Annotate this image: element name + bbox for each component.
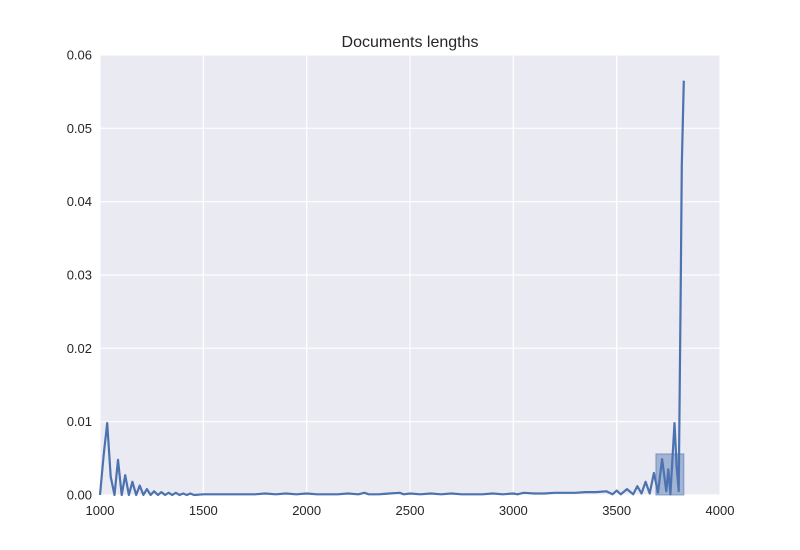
y-tick-label: 0.02 — [67, 341, 92, 356]
x-tick-label: 2500 — [396, 503, 425, 518]
x-tick-label: 1000 — [86, 503, 115, 518]
kde-line — [98, 80, 685, 497]
y-tick-label: 0.04 — [67, 194, 92, 209]
x-tick-label: 1500 — [189, 503, 218, 518]
y-tick-label: 0.01 — [67, 414, 92, 429]
x-tick-label: 3500 — [602, 503, 631, 518]
y-tick-label: 0.05 — [67, 121, 92, 136]
x-tick-label: 2000 — [292, 503, 321, 518]
series-lines — [98, 80, 685, 497]
x-tick-labels: 1000 1500 2000 2500 3000 3500 4000 — [86, 503, 735, 518]
y-tick-label: 0.03 — [67, 268, 92, 283]
y-tick-label: 0.00 — [67, 488, 92, 503]
x-tick-label: 4000 — [706, 503, 735, 518]
y-tick-label: 0.06 — [67, 48, 92, 63]
chart-title: Documents lengths — [342, 34, 479, 51]
x-tick-label: 3000 — [499, 503, 528, 518]
y-tick-labels: 0.00 0.01 0.02 0.03 0.04 0.05 0.06 — [67, 48, 92, 503]
